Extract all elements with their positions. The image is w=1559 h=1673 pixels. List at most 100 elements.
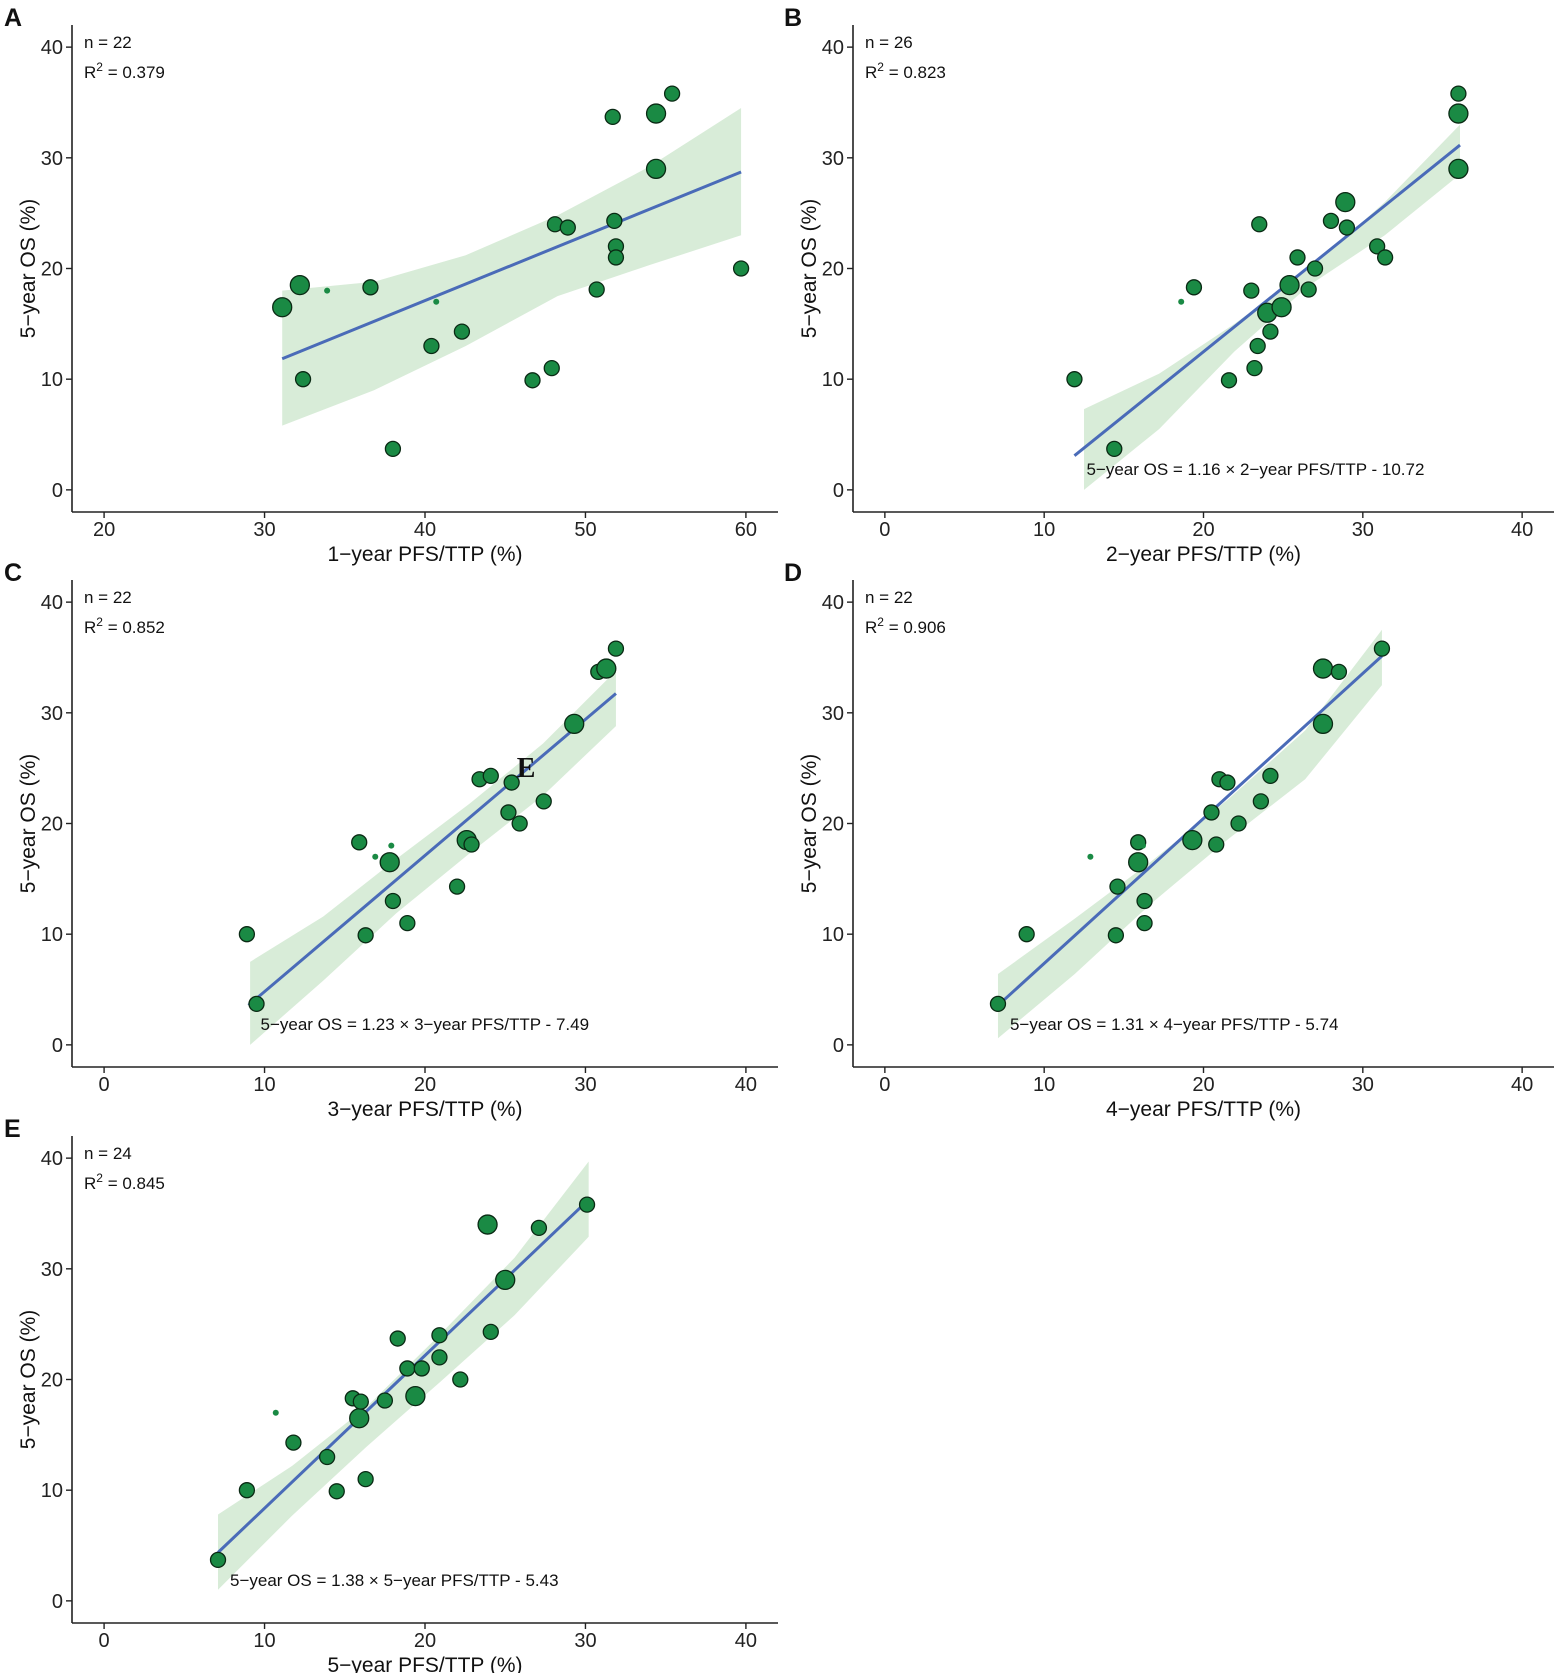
data-point <box>324 287 331 294</box>
r-squared-symbol: R <box>865 618 877 637</box>
data-point <box>1306 260 1324 277</box>
overlay-letter: E <box>517 753 536 784</box>
data-point <box>1018 926 1035 943</box>
data-point <box>389 1330 406 1347</box>
data-point <box>328 1483 345 1500</box>
data-point <box>588 281 605 298</box>
data-point <box>1330 663 1348 681</box>
y-tick-label: 0 <box>833 1035 844 1057</box>
data-point <box>1373 640 1391 657</box>
data-point <box>1289 249 1306 266</box>
data-point <box>1338 219 1356 236</box>
data-point <box>1271 297 1292 318</box>
regression-line <box>216 1198 590 1554</box>
x-tick-label: 30 <box>253 519 275 541</box>
data-point <box>596 658 617 679</box>
x-tick-label: 20 <box>414 1074 436 1096</box>
y-tick-label: 30 <box>41 703 63 725</box>
data-point <box>482 767 499 785</box>
x-tick-label: 0 <box>879 519 890 541</box>
sample-size-label: n = 26 <box>865 33 913 52</box>
sample-size-label: n = 24 <box>84 1144 132 1163</box>
confidence-band <box>250 670 616 1045</box>
x-tick-label: 30 <box>574 1074 596 1096</box>
x-tick-label: 40 <box>735 1630 757 1652</box>
data-point <box>663 85 681 102</box>
data-point <box>372 853 379 860</box>
data-point <box>238 926 256 943</box>
x-tick-label: 20 <box>1192 519 1214 541</box>
r-squared-superscript: 2 <box>877 615 884 629</box>
data-point <box>1128 852 1149 873</box>
data-point <box>1369 238 1386 255</box>
x-tick-label: 20 <box>414 1630 436 1652</box>
x-tick-label: 10 <box>1033 519 1055 541</box>
x-tick-label: 30 <box>1352 1074 1374 1096</box>
r-squared-symbol: R <box>84 63 96 82</box>
data-point <box>1220 372 1238 389</box>
data-point <box>1230 815 1247 832</box>
r-squared-label: R2 = 0.823 <box>865 60 946 82</box>
y-tick-label: 40 <box>822 37 844 59</box>
r-squared-symbol: R <box>865 63 877 82</box>
data-point <box>433 298 440 305</box>
data-point <box>1109 878 1126 895</box>
data-point <box>524 372 541 389</box>
data-point <box>1136 914 1153 932</box>
y-tick-label: 10 <box>41 369 63 391</box>
panel-d: D 0 10 20 30 40 0 10 20 30 40 4−year PFS/TTP (%) 5−y… <box>784 559 1554 1121</box>
y-tick-label: 20 <box>41 259 63 281</box>
data-point <box>1185 279 1203 296</box>
data-point <box>1262 767 1279 785</box>
data-point <box>272 1409 279 1416</box>
x-tick-label: 30 <box>1352 519 1374 541</box>
y-tick-label: 40 <box>41 592 63 614</box>
panel-label: E <box>4 1115 21 1143</box>
regression-equation: 5−year OS = 1.16 × 2−year PFS/TTP - 10.7… <box>1086 460 1424 479</box>
panel-label: B <box>784 4 802 32</box>
x-tick-label: 0 <box>879 1074 890 1096</box>
data-point <box>357 927 374 944</box>
x-tick-label: 40 <box>414 519 436 541</box>
data-point <box>384 892 402 910</box>
data-point <box>732 260 750 277</box>
y-tick-label: 40 <box>41 37 63 59</box>
r-squared-superscript: 2 <box>96 60 103 74</box>
data-point <box>1448 158 1469 180</box>
data-point <box>1300 281 1317 298</box>
x-axis-title: 1−year PFS/TTP (%) <box>327 543 522 566</box>
data-point <box>1312 713 1334 735</box>
y-tick-label: 10 <box>822 924 844 946</box>
r-squared-label: R2 = 0.379 <box>84 60 165 82</box>
r-squared-value: = 0.852 <box>103 618 165 637</box>
x-tick-label: 20 <box>93 519 115 541</box>
data-point <box>1243 282 1260 299</box>
data-point <box>607 249 625 266</box>
data-point <box>349 1408 370 1429</box>
data-point <box>318 1448 336 1466</box>
data-point <box>1252 793 1270 810</box>
y-tick-label: 40 <box>41 1148 63 1170</box>
data-point <box>607 640 625 657</box>
data-point <box>431 1327 448 1344</box>
r-squared-label: R2 = 0.852 <box>84 615 165 637</box>
data-point <box>405 1385 426 1407</box>
data-point <box>1279 274 1300 296</box>
data-point <box>452 1371 469 1388</box>
data-point <box>503 774 520 791</box>
data-point <box>535 793 552 810</box>
regression-equation: 5−year OS = 1.38 × 5−year PFS/TTP - 5.43 <box>230 1571 559 1590</box>
x-axis-title: 2−year PFS/TTP (%) <box>1106 543 1301 566</box>
panel-label: A <box>4 4 22 32</box>
r-squared-value: = 0.823 <box>884 63 946 82</box>
x-tick-label: 10 <box>253 1630 275 1652</box>
data-point <box>511 815 528 832</box>
panel-e: E 0 10 20 30 40 0 10 20 30 40 5−year PFS/TTP (%) 5−y… <box>4 1115 778 1673</box>
data-point <box>431 1349 448 1366</box>
x-tick-label: 10 <box>253 1074 275 1096</box>
sample-size-label: n = 22 <box>84 588 132 607</box>
data-point <box>1312 658 1334 679</box>
data-point <box>1251 216 1268 233</box>
data-point <box>289 274 310 296</box>
data-point <box>453 323 471 340</box>
